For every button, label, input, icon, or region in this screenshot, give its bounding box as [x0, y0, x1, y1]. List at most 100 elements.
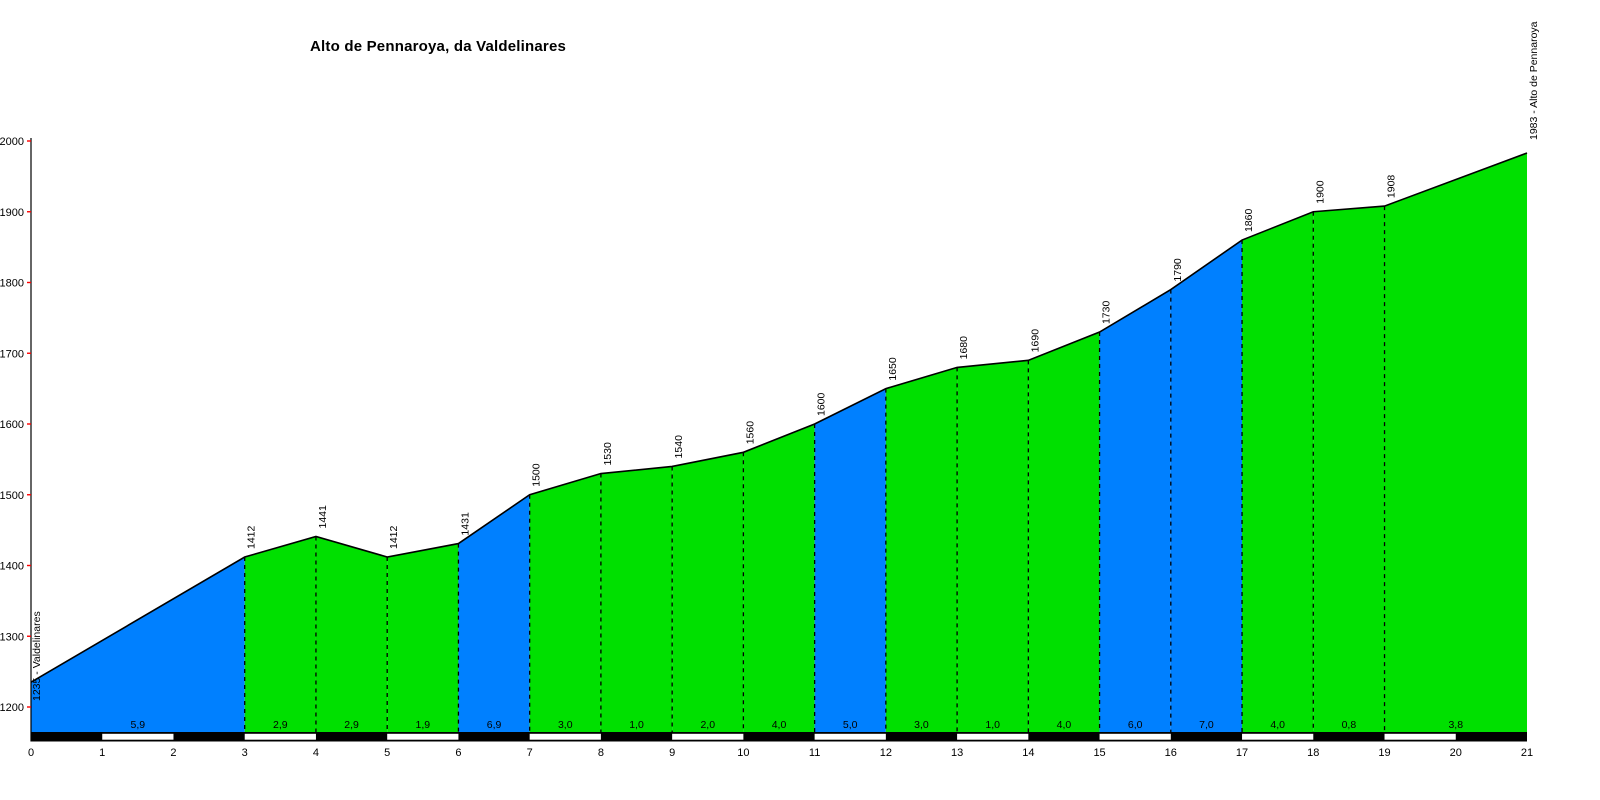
elevation-label: 1412 — [246, 525, 258, 549]
elevation-label: 1600 — [816, 392, 828, 416]
distance-bar — [31, 732, 1527, 742]
distance-bar-white-block — [672, 733, 744, 740]
profile-area-segment — [1242, 211, 1314, 732]
x-axis-label: 0 — [28, 747, 34, 759]
profile-area-segment — [814, 388, 886, 732]
profile-area-segment — [1170, 240, 1243, 733]
x-axis-label: 9 — [669, 747, 675, 759]
profile-area-segment — [885, 367, 958, 732]
distance-bar-white-block — [1384, 733, 1456, 740]
x-axis-label: 21 — [1521, 747, 1533, 759]
distance-bar-white-block — [529, 733, 601, 740]
x-axis-label: 5 — [384, 747, 390, 759]
profile-area-segment — [672, 452, 744, 732]
profile-area-segment — [1384, 153, 1527, 733]
y-axis-label: 1700 — [0, 348, 24, 360]
profile-area-segment — [600, 466, 673, 732]
elevation-label: 1908 — [1386, 175, 1398, 199]
y-axis-label: 1300 — [0, 631, 24, 643]
gradient-label: 0,8 — [1342, 719, 1357, 731]
x-axis-label: 8 — [598, 747, 604, 759]
elevation-label: 1530 — [602, 442, 614, 466]
elevation-label: 1500 — [531, 463, 543, 487]
profile-area-segment — [31, 557, 245, 732]
distance-bar-white-block — [957, 733, 1029, 740]
elevation-label: 1441 — [317, 505, 329, 529]
gradient-label: 2,9 — [344, 719, 359, 731]
gradient-label: 3,0 — [914, 719, 929, 731]
profile-area-segment — [957, 360, 1029, 732]
profile-area-segment — [1313, 206, 1385, 733]
y-axis-label: 2000 — [0, 136, 24, 148]
gradient-label: 2,0 — [700, 719, 715, 731]
profile-area-segment — [1028, 332, 1100, 732]
gradient-label: 6,0 — [1128, 719, 1143, 731]
gradient-label: 1,0 — [629, 719, 644, 731]
elevation-label: 1540 — [673, 435, 685, 459]
gradient-label: 4,0 — [1057, 719, 1072, 731]
x-axis-label: 19 — [1378, 747, 1390, 759]
x-axis-label: 13 — [951, 747, 963, 759]
x-axis-label: 1 — [99, 747, 105, 759]
chart-title: Alto de Pennaroya, da Valdelinares — [310, 38, 567, 55]
gradient-label: 4,0 — [1270, 719, 1285, 731]
x-axis-label: 4 — [313, 747, 319, 759]
distance-bar-white-block — [387, 733, 459, 740]
gradient-label: 5,0 — [843, 719, 858, 731]
x-axis-label: 17 — [1236, 747, 1248, 759]
x-axis-label: 6 — [455, 747, 461, 759]
gradient-label: 7,0 — [1199, 719, 1214, 731]
profile-area-segment — [387, 543, 459, 732]
profile-area-segment — [1099, 289, 1171, 732]
gradient-label: 6,9 — [487, 719, 502, 731]
x-axis-label: 16 — [1165, 747, 1177, 759]
gradient-label: 5,9 — [131, 719, 146, 731]
gradient-label: 3,0 — [558, 719, 573, 731]
distance-bar-white-block — [814, 733, 886, 740]
y-axis-label: 1900 — [0, 207, 24, 219]
profile-area-segment — [529, 473, 601, 732]
elevation-label: 1690 — [1029, 329, 1041, 353]
gradient-label: 4,0 — [772, 719, 787, 731]
gradient-label: 1,0 — [985, 719, 1000, 731]
elevation-label: 1900 — [1314, 180, 1326, 204]
elevation-label: 1680 — [958, 336, 970, 360]
elevation-label: 1412 — [388, 525, 400, 549]
gradient-label: 3,8 — [1448, 719, 1463, 731]
x-axis-label: 12 — [880, 747, 892, 759]
x-axis-label: 10 — [737, 747, 749, 759]
elevation-label: 1431 — [459, 512, 471, 536]
y-axis-label: 1800 — [0, 278, 24, 290]
x-axis-label: 18 — [1307, 747, 1319, 759]
x-axis-label: 2 — [170, 747, 176, 759]
elevation-label: 1860 — [1243, 209, 1255, 233]
elevation-label: 1790 — [1172, 258, 1184, 282]
distance-bar-white-block — [102, 733, 174, 740]
y-axis-label: 1600 — [0, 419, 24, 431]
x-axis-label: 15 — [1093, 747, 1105, 759]
elevation-label: 1650 — [887, 357, 899, 381]
end-place-label: 1983 - Alto de Pennaroya — [1528, 21, 1540, 140]
profile-area-segment — [315, 536, 388, 732]
y-axis-label: 1500 — [0, 490, 24, 502]
profile-area-segment — [458, 494, 530, 732]
gradient-label: 2,9 — [273, 719, 288, 731]
y-axis-label: 1400 — [0, 561, 24, 573]
start-place-label: 1235 - Valdelinares — [31, 611, 43, 701]
profile-area-segment — [743, 424, 815, 732]
gradient-label: 1,9 — [416, 719, 431, 731]
profile-area-segment — [244, 536, 316, 732]
x-axis-label: 3 — [242, 747, 248, 759]
elevation-label: 1730 — [1101, 301, 1113, 325]
profile-line — [30, 152, 1528, 683]
x-axis-label: 7 — [527, 747, 533, 759]
y-axis-label: 1200 — [0, 702, 24, 714]
x-axis-label: 11 — [809, 747, 820, 759]
distance-bar-white-block — [244, 733, 316, 740]
elevation-label: 1560 — [744, 421, 756, 445]
x-axis-label: 14 — [1022, 747, 1034, 759]
distance-bar-white-block — [1099, 733, 1171, 740]
x-axis-label: 20 — [1450, 747, 1462, 759]
